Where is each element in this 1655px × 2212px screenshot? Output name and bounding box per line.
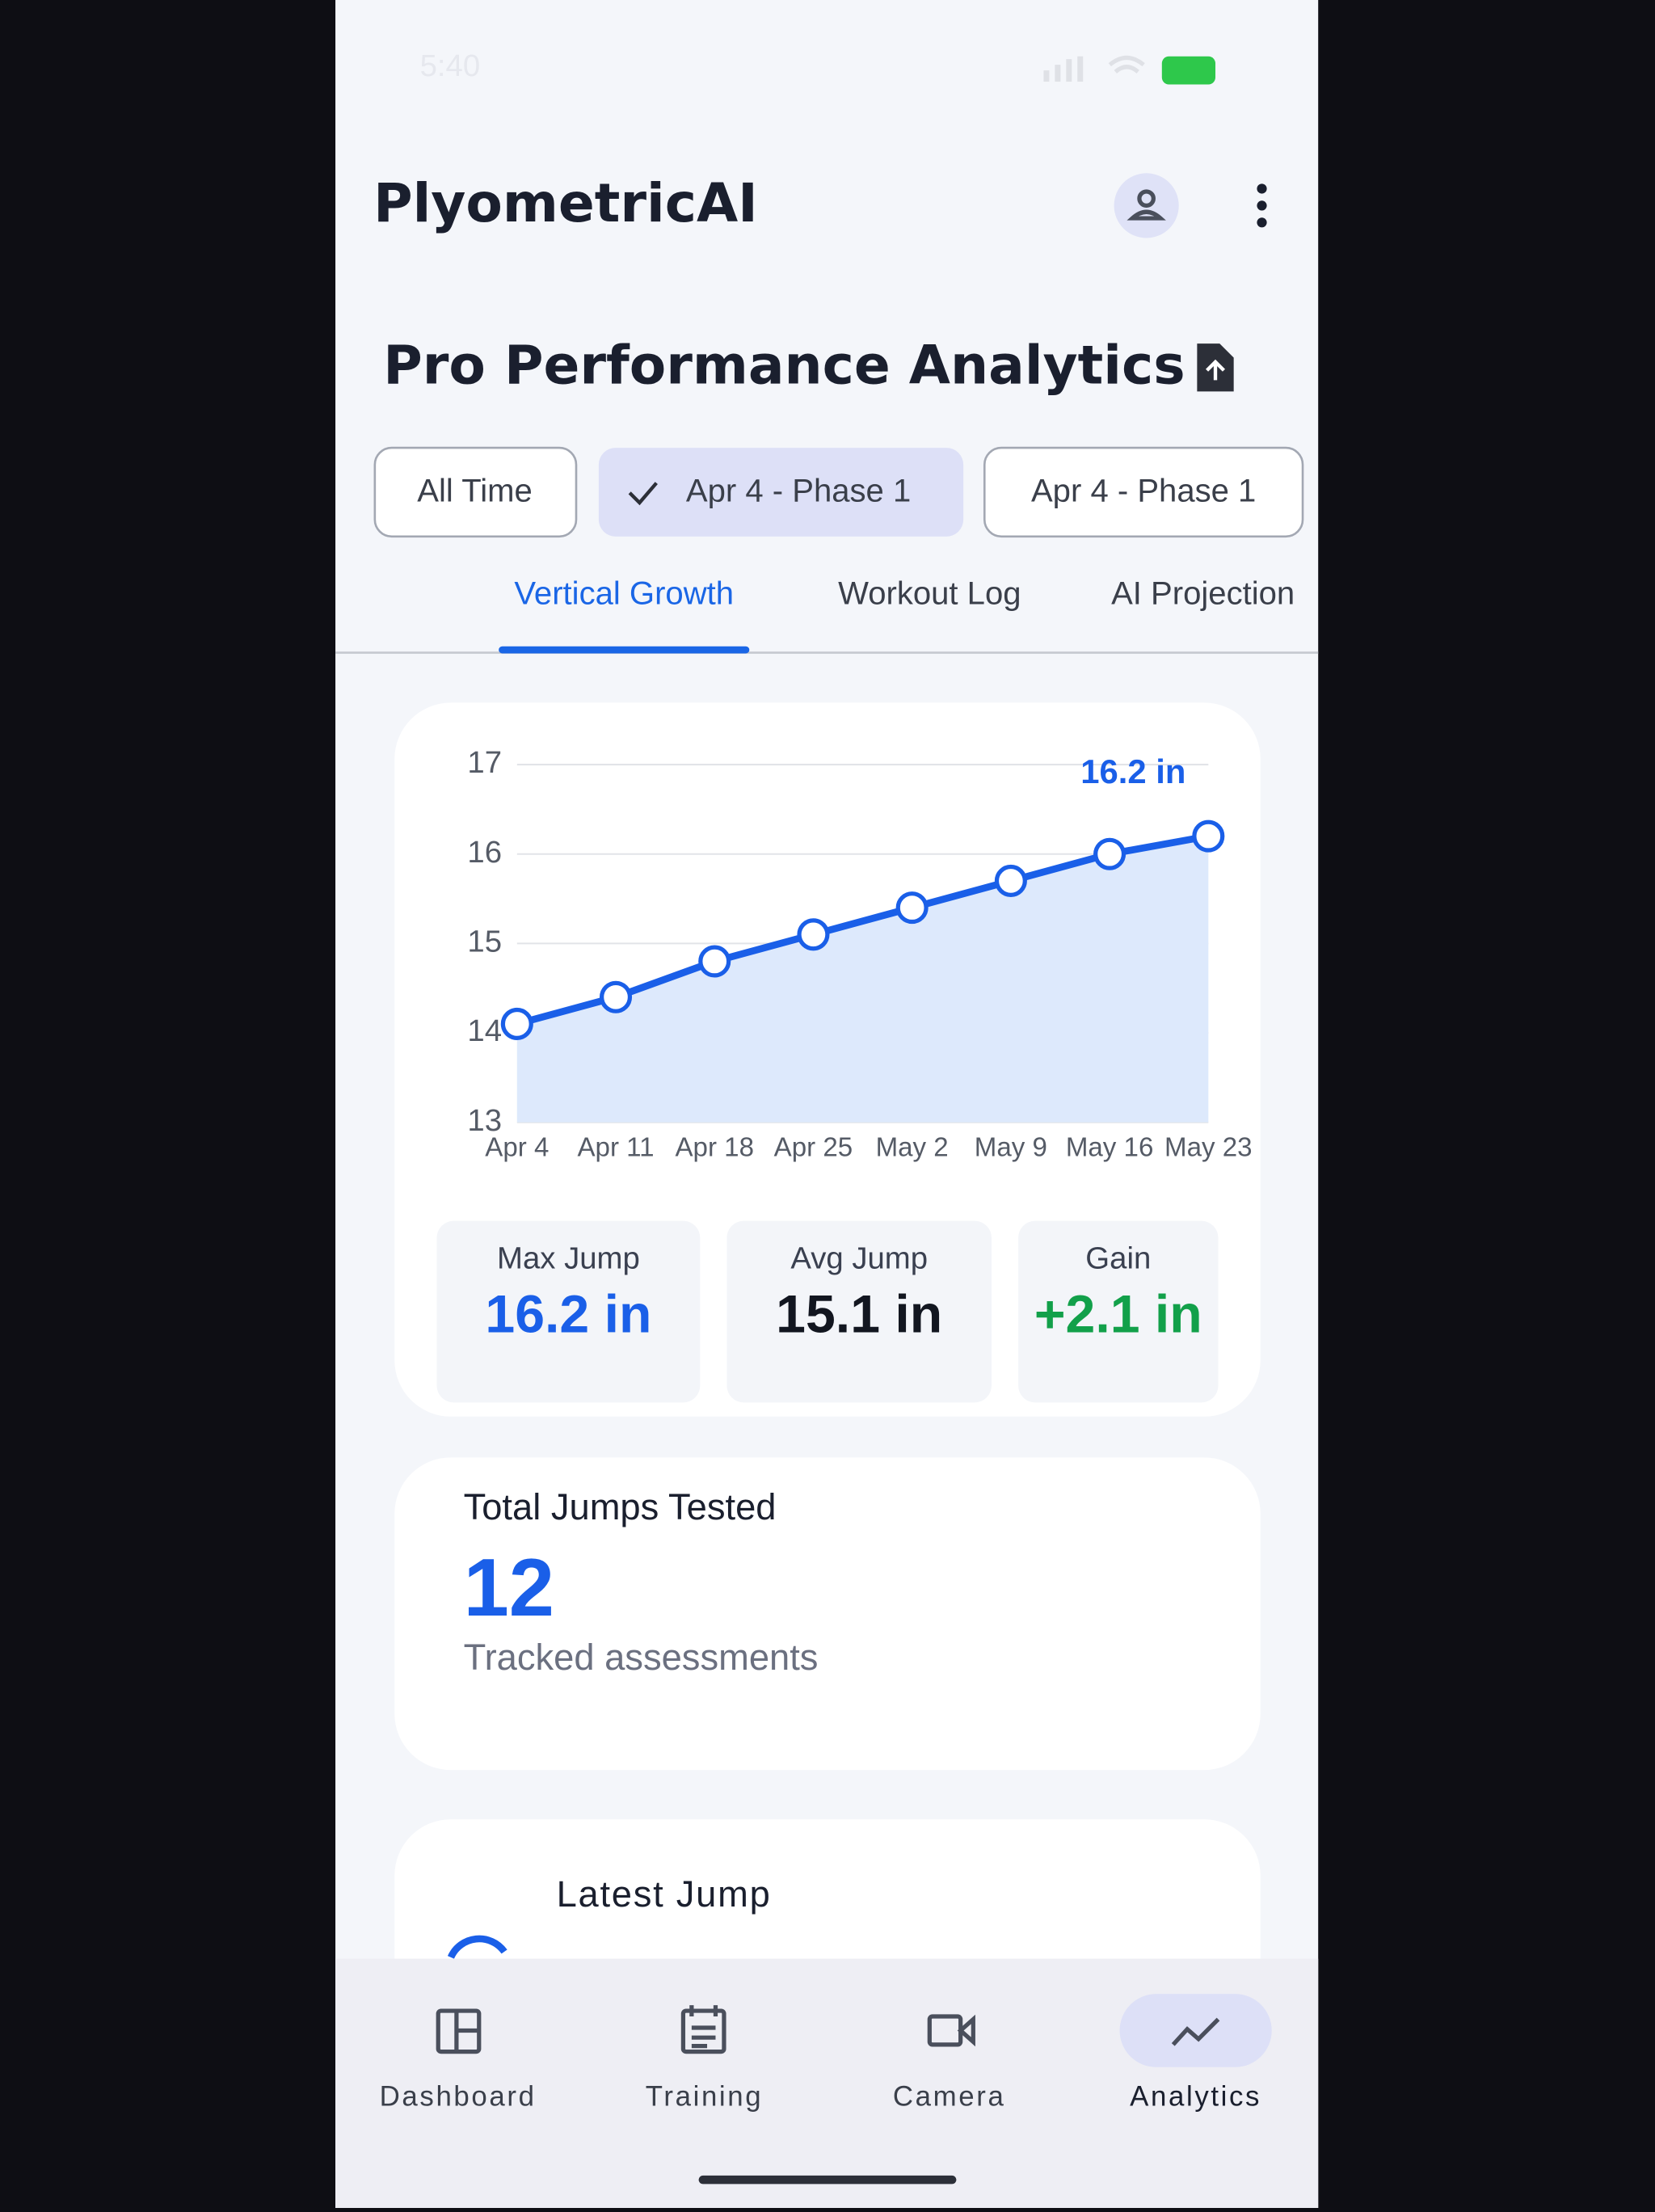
- card-title: Total Jumps Tested: [464, 1486, 777, 1527]
- x-tick-label: Apr 4: [485, 1133, 549, 1163]
- x-tick-label: May 16: [1066, 1133, 1154, 1163]
- x-tick-label: May 2: [876, 1133, 949, 1163]
- stat-label: Max Jump: [497, 1241, 640, 1276]
- tab[interactable]: AI Projection: [1111, 576, 1295, 612]
- stat-box: [726, 1220, 992, 1403]
- stat-value: +2.1 in: [1034, 1284, 1202, 1344]
- stat-value: 16.2 in: [485, 1284, 651, 1344]
- app-title: PlyometricAI: [373, 172, 758, 234]
- stat-box: [1018, 1220, 1219, 1403]
- x-tick-label: Apr 25: [774, 1133, 853, 1163]
- data-point: [994, 864, 1027, 897]
- tab-indicator: [499, 646, 750, 654]
- chip-label: All Time: [417, 473, 532, 508]
- data-point: [895, 891, 929, 925]
- export-button[interactable]: [1197, 343, 1234, 392]
- more-menu[interactable]: [1257, 183, 1267, 228]
- data-point: [1093, 837, 1126, 870]
- filter-chip[interactable]: Apr 4 - Phase 1: [983, 446, 1304, 538]
- data-point: [500, 1007, 533, 1040]
- nav-label: Training: [646, 2080, 763, 2112]
- y-tick-label: 14: [467, 1013, 502, 1048]
- data-point: [797, 918, 830, 951]
- annotation: 16.2 in: [1080, 752, 1185, 790]
- x-tick-label: Apr 18: [675, 1133, 754, 1163]
- nav-label: Camera: [893, 2080, 1006, 2112]
- total-caption: Tracked assessments: [464, 1637, 819, 1678]
- profile-button[interactable]: [1114, 173, 1179, 238]
- stat-label: Avg Jump: [790, 1241, 928, 1276]
- y-tick-label: 17: [467, 745, 502, 780]
- nav-item[interactable]: Dashboard: [380, 2008, 537, 2112]
- filter-chip-selected[interactable]: Apr 4 - Phase 1: [598, 448, 964, 537]
- chip-label: Apr 4 - Phase 1: [1031, 473, 1256, 508]
- tab-active[interactable]: Vertical Growth: [514, 576, 734, 612]
- x-tick-label: May 9: [975, 1133, 1047, 1163]
- nav-item-active[interactable]: Analytics: [1119, 1994, 1272, 2112]
- stats-row: Max Jump 16.2 in Avg Jump 15.1 in Gain +2.1 i…: [436, 1220, 1219, 1403]
- gauge-icon: [447, 1935, 507, 1959]
- data-point: [698, 945, 731, 978]
- status-time: 5:40: [420, 48, 481, 83]
- status-icons: [1043, 55, 1216, 85]
- data-point: [599, 980, 633, 1013]
- stat-value: 15.1 in: [776, 1284, 942, 1344]
- nav-label: Dashboard: [380, 2080, 537, 2112]
- card-title: Latest Jump: [557, 1873, 772, 1915]
- y-tick-label: 16: [467, 835, 502, 870]
- nav-item[interactable]: Training: [646, 2005, 763, 2112]
- area-fill: [516, 836, 1209, 1123]
- tab[interactable]: Workout Log: [838, 576, 1021, 612]
- nav-label: Analytics: [1130, 2080, 1261, 2112]
- section-title: Pro Performance Analytics: [383, 335, 1185, 397]
- stat-label: Gain: [1085, 1241, 1151, 1276]
- data-point: [1192, 819, 1225, 853]
- home-indicator: [698, 2175, 957, 2185]
- nav-item[interactable]: Camera: [893, 2014, 1006, 2112]
- total-value: 12: [464, 1543, 554, 1633]
- chart: 13 14 15 16 17 Apr 4 Apr 11 Apr 18 Apr 25 May 2 Ma…: [467, 745, 1252, 1162]
- x-tick-label: Apr 11: [577, 1133, 654, 1163]
- line: [516, 832, 1210, 1028]
- total-card: [394, 1457, 1261, 1771]
- chip-label: Apr 4 - Phase 1: [686, 473, 911, 508]
- filter-chip[interactable]: All Time: [373, 446, 578, 538]
- y-tick-label: 15: [467, 924, 502, 959]
- stat-box: [436, 1220, 701, 1403]
- y-tick-label: 13: [467, 1103, 502, 1138]
- x-tick-label: May 23: [1164, 1133, 1253, 1163]
